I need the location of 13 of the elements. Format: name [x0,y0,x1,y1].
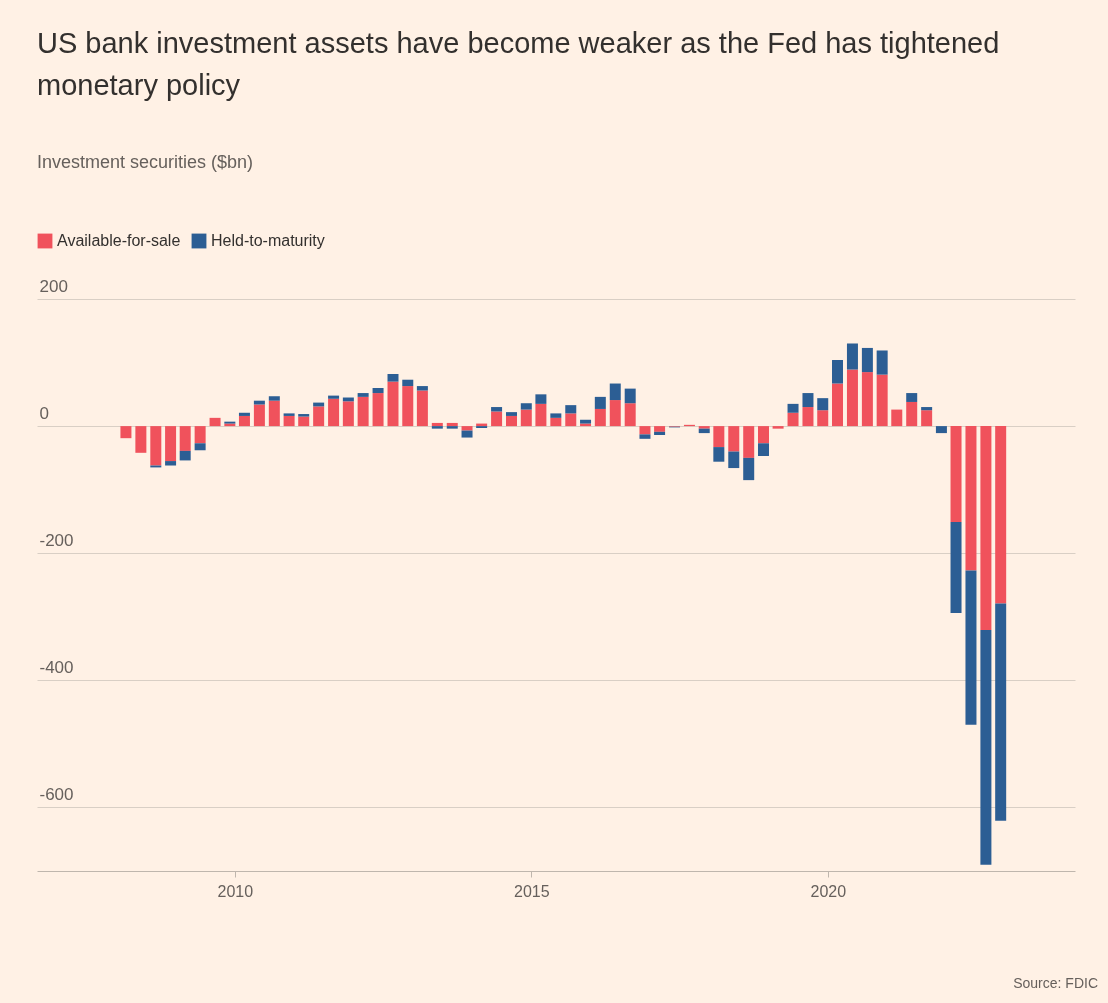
chart-subtitle: Investment securities ($bn) [37,152,254,173]
y-tick-label: 0 [39,403,49,423]
x-tick-label: 2020 [810,882,847,900]
y-tick-label: 200 [39,276,68,296]
legend-label: Available-for-sale [57,232,181,249]
chart-title: US bank investment assets have become weaker as the Fed has tightened monetary policy [37,26,1001,103]
y-tick-label: -200 [39,530,74,550]
y-tick-label: -600 [39,784,74,804]
y-tick-label: -400 [39,657,74,677]
legend-label: Held-to-maturity [211,232,325,249]
source-note: Source: FDIC [1013,975,1098,991]
x-tick-label: 2015 [514,882,550,900]
x-tick-label: 2010 [217,882,254,900]
